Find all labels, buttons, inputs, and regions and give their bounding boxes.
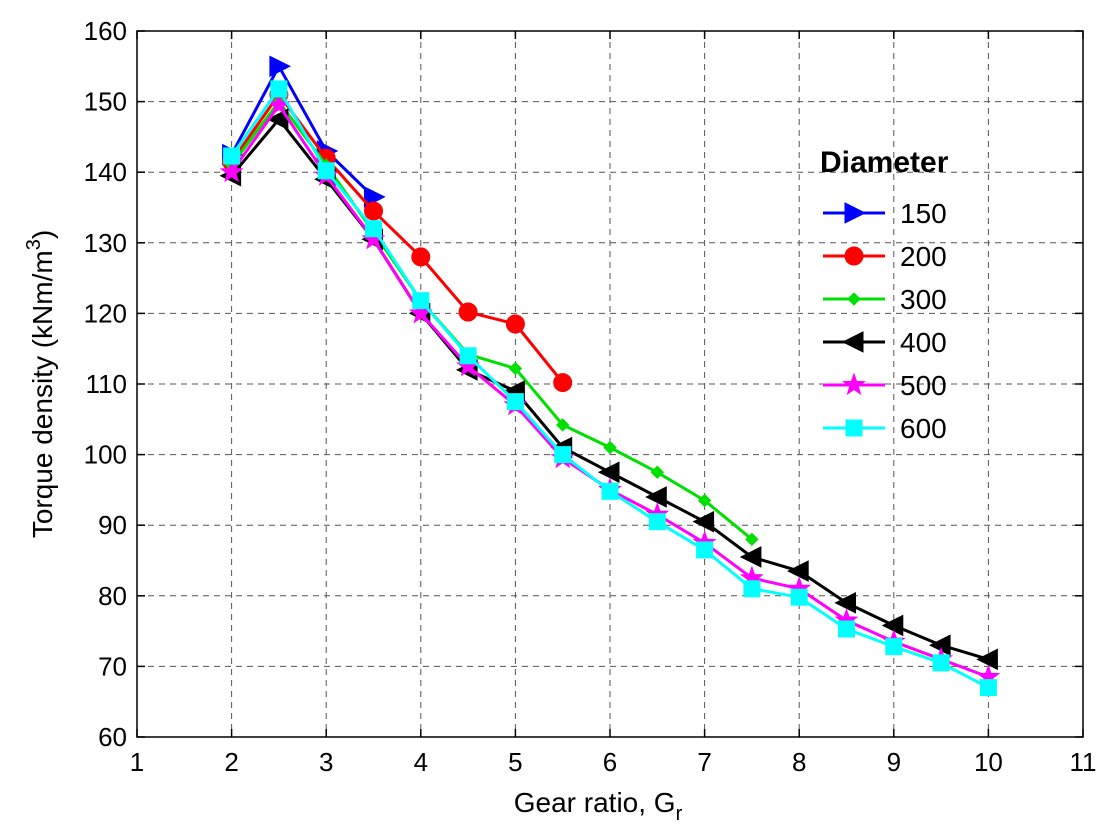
x-tick-label: 11 <box>1070 747 1097 777</box>
data-point-600 <box>365 220 382 238</box>
x-axis-ticks: 1 2 3 4 5 6 7 8 9 10 11 <box>130 31 1097 777</box>
legend-item-150: 150 <box>823 198 947 229</box>
y-axis-ticks: 60 70 80 90 100 110 120 130 140 150 160 <box>84 16 1083 752</box>
data-point-600 <box>601 482 619 500</box>
data-point-150 <box>269 55 292 78</box>
data-point-600 <box>790 588 808 606</box>
data-point-600 <box>412 292 430 310</box>
legend-marker <box>845 419 863 437</box>
legend-item-500: 500 <box>823 370 947 401</box>
legend-label: 400 <box>900 327 947 358</box>
y-axis-label: Torque density (kNm/m3) <box>23 230 58 538</box>
data-point-200 <box>411 247 431 267</box>
legend-label: 200 <box>900 241 947 272</box>
data-point-400 <box>787 560 809 582</box>
legend-marker <box>841 331 864 353</box>
data-point-600 <box>979 679 997 697</box>
data-point-400 <box>692 510 715 533</box>
y-tick-label: 140 <box>84 157 127 187</box>
legend-label: 150 <box>900 198 947 229</box>
y-tick-label: 150 <box>84 87 127 117</box>
data-point-300 <box>603 440 617 455</box>
data-point-600 <box>743 580 761 598</box>
legend-label: 300 <box>900 284 947 315</box>
data-point-600 <box>459 347 477 365</box>
legend-label: 500 <box>900 370 947 401</box>
legend-marker <box>844 202 867 224</box>
data-point-400 <box>834 592 856 614</box>
data-point-400 <box>739 546 762 568</box>
y-axis-label-superscript: 3 <box>23 239 45 250</box>
legend-item-400: 400 <box>823 327 947 358</box>
series-group <box>219 55 1001 697</box>
data-point-600 <box>838 620 855 638</box>
data-point-600 <box>506 393 524 411</box>
x-axis-label: Gear ratio, Gr <box>514 787 683 825</box>
series-600 <box>223 80 997 697</box>
y-tick-label: 110 <box>86 369 127 399</box>
legend-marker <box>844 246 864 266</box>
x-tick-label: 5 <box>508 747 522 777</box>
data-point-200 <box>458 302 478 322</box>
data-point-200 <box>505 314 525 334</box>
grid-lines <box>137 31 1083 737</box>
x-tick-label: 4 <box>414 747 428 777</box>
y-tick-label: 60 <box>98 722 127 752</box>
legend-title: Diameter <box>820 146 949 179</box>
data-point-300 <box>697 493 712 508</box>
data-point-400 <box>976 648 998 671</box>
legend-item-300: 300 <box>823 284 947 315</box>
x-tick-label: 1 <box>130 747 144 777</box>
data-point-300 <box>508 361 523 376</box>
y-tick-label: 70 <box>98 651 127 681</box>
data-point-300 <box>555 418 570 432</box>
legend: Diameter 150 200 300 400 500 600 <box>820 146 949 444</box>
data-point-600 <box>554 446 572 464</box>
data-point-300 <box>650 465 665 479</box>
series-line-150 <box>230 64 375 198</box>
y-tick-label: 120 <box>84 298 127 328</box>
y-tick-label: 160 <box>84 16 127 46</box>
x-tick-label: 6 <box>603 747 617 777</box>
y-tick-label: 80 <box>98 581 127 611</box>
legend-item-600: 600 <box>823 413 947 444</box>
data-point-600 <box>270 80 288 98</box>
y-axis-label-close: ) <box>27 230 58 239</box>
data-point-500 <box>219 159 244 183</box>
data-point-600 <box>932 654 950 672</box>
x-tick-label: 7 <box>697 747 711 777</box>
y-tick-label: 100 <box>84 440 127 470</box>
legend-label: 600 <box>900 413 947 444</box>
data-point-400 <box>597 461 620 484</box>
data-point-200 <box>553 373 573 393</box>
data-point-400 <box>881 614 904 637</box>
y-tick-label: 90 <box>98 510 127 540</box>
x-tick-label: 8 <box>792 747 806 777</box>
data-point-600 <box>648 513 666 531</box>
x-tick-label: 2 <box>224 747 238 777</box>
x-axis-label-subscript: r <box>676 803 683 825</box>
legend-marker <box>842 372 866 396</box>
data-point-600 <box>885 638 903 656</box>
legend-item-200: 200 <box>823 241 947 272</box>
data-point-200 <box>364 201 383 221</box>
y-tick-label: 130 <box>84 228 127 258</box>
data-point-600 <box>317 162 335 180</box>
data-point-300 <box>745 532 759 547</box>
x-tick-label: 3 <box>319 747 333 777</box>
data-point-400 <box>645 486 667 508</box>
legend-marker <box>847 292 861 306</box>
data-point-600 <box>696 541 714 559</box>
x-tick-label: 9 <box>887 747 901 777</box>
data-point-600 <box>223 147 241 165</box>
x-tick-label: 10 <box>974 747 1003 777</box>
